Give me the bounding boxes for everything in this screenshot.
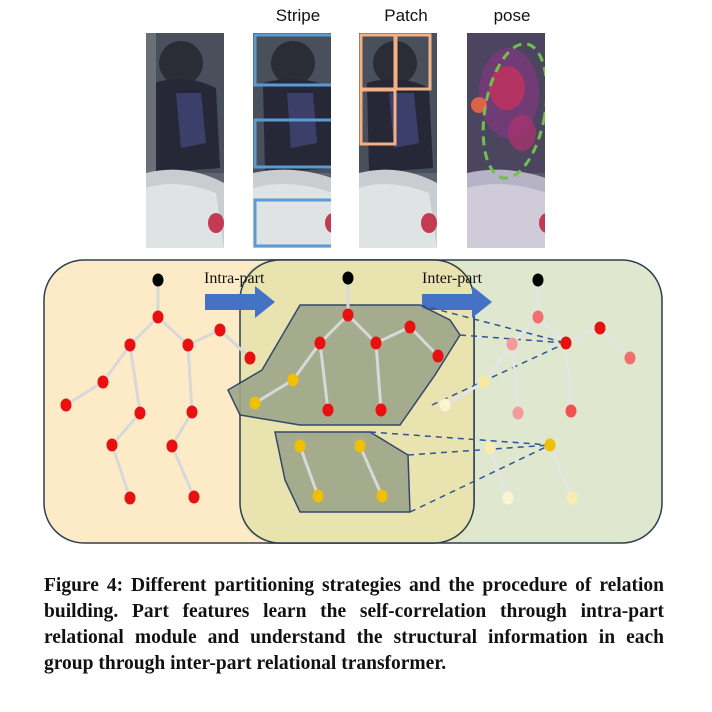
left-skeleton-joints bbox=[60, 273, 256, 505]
stripe-label: Stripe bbox=[275, 6, 321, 25]
patch-label: Patch bbox=[384, 6, 428, 25]
relation-diagram: Intra-part Inter-part bbox=[43, 259, 663, 544]
intra-arrow bbox=[205, 286, 275, 318]
middle-skeleton-joints bbox=[249, 271, 444, 503]
stripe-box-top bbox=[253, 33, 331, 87]
caption-label: Figure 4: bbox=[44, 575, 124, 596]
person-photo-stripe bbox=[253, 33, 331, 248]
person-photo-patch bbox=[359, 33, 437, 248]
stripe-box-middle bbox=[253, 118, 331, 169]
figure-caption: Figure 4: Different partitioning strateg… bbox=[44, 573, 664, 677]
pose-label: pose bbox=[493, 6, 531, 25]
pose-outline bbox=[481, 42, 545, 180]
patch-box-c bbox=[359, 88, 397, 146]
inter-arrow bbox=[422, 286, 492, 318]
caption-text: Different partitioning strategies and th… bbox=[44, 575, 664, 674]
inter-part-label: Inter-part bbox=[422, 270, 483, 287]
group-shape-upper bbox=[227, 304, 461, 426]
stripe-box-bottom bbox=[253, 198, 331, 248]
right-skeleton-joints bbox=[439, 273, 636, 505]
person-photo-pose bbox=[467, 33, 545, 248]
intra-part-label: Intra-part bbox=[204, 270, 265, 287]
person-photo-original bbox=[146, 33, 224, 248]
patch-box-b bbox=[394, 33, 432, 91]
